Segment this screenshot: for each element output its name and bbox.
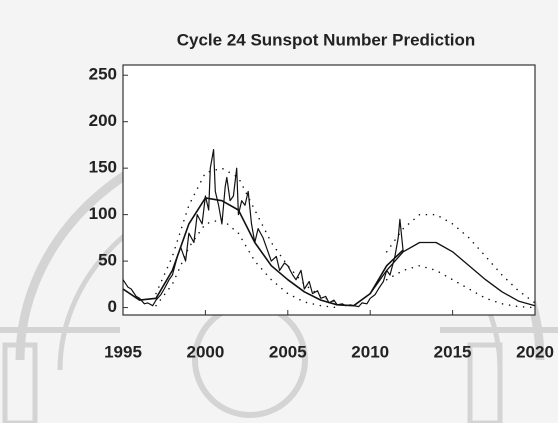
x-tick-label: 2015 xyxy=(434,342,472,361)
y-tick-label: 100 xyxy=(89,204,117,223)
y-tick-label: 0 xyxy=(108,297,117,316)
y-tick-label: 200 xyxy=(89,111,117,130)
chart-title: Cycle 24 Sunspot Number Prediction xyxy=(177,30,476,49)
x-tick-label: 2005 xyxy=(269,342,307,361)
plot-area xyxy=(122,64,536,316)
series-line xyxy=(155,218,338,309)
y-tick-label: 50 xyxy=(98,251,117,270)
x-tick-label: 2010 xyxy=(351,342,389,361)
series-line xyxy=(385,264,536,309)
y-tick-label: 150 xyxy=(89,158,117,177)
y-tick-label: 250 xyxy=(89,65,117,84)
x-tick-label: 2020 xyxy=(516,342,554,361)
x-tick-label: 1995 xyxy=(104,342,142,361)
x-tick-label: 2000 xyxy=(186,342,224,361)
series-line xyxy=(122,197,404,307)
series-line xyxy=(155,167,338,304)
series-line xyxy=(369,241,536,307)
